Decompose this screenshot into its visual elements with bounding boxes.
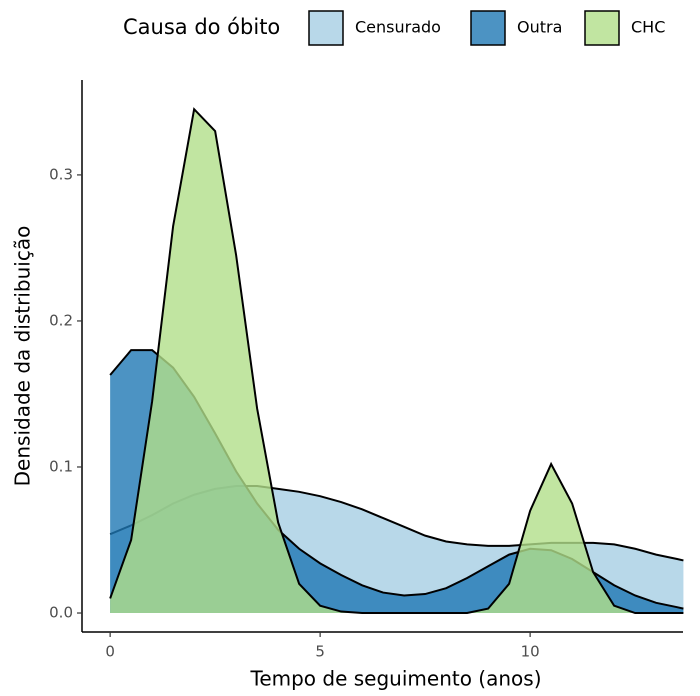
x-axis-title: Tempo de seguimento (anos): [250, 667, 542, 691]
legend-title: Causa do óbito: [123, 15, 280, 39]
y-tick-label: 0.0: [49, 604, 73, 622]
x-tick-label: 0: [105, 643, 115, 661]
x-tick-label: 10: [521, 643, 540, 661]
legend-label: Outra: [517, 18, 562, 37]
y-tick-label: 0.1: [49, 457, 73, 475]
density-line: [109, 107, 684, 615]
area: [110, 109, 684, 614]
y-tick-label: 0.2: [49, 311, 73, 329]
legend-label: CHC: [631, 18, 665, 37]
legend-key: [584, 10, 620, 46]
legend-key: [470, 10, 506, 46]
legend-label: Censurado: [355, 18, 441, 37]
y-axis-title: Densidade da distribuição: [11, 226, 35, 487]
x-tick-label: 5: [315, 643, 325, 661]
y-tick-label: 0.3: [49, 165, 73, 183]
legend-key: [308, 10, 344, 46]
